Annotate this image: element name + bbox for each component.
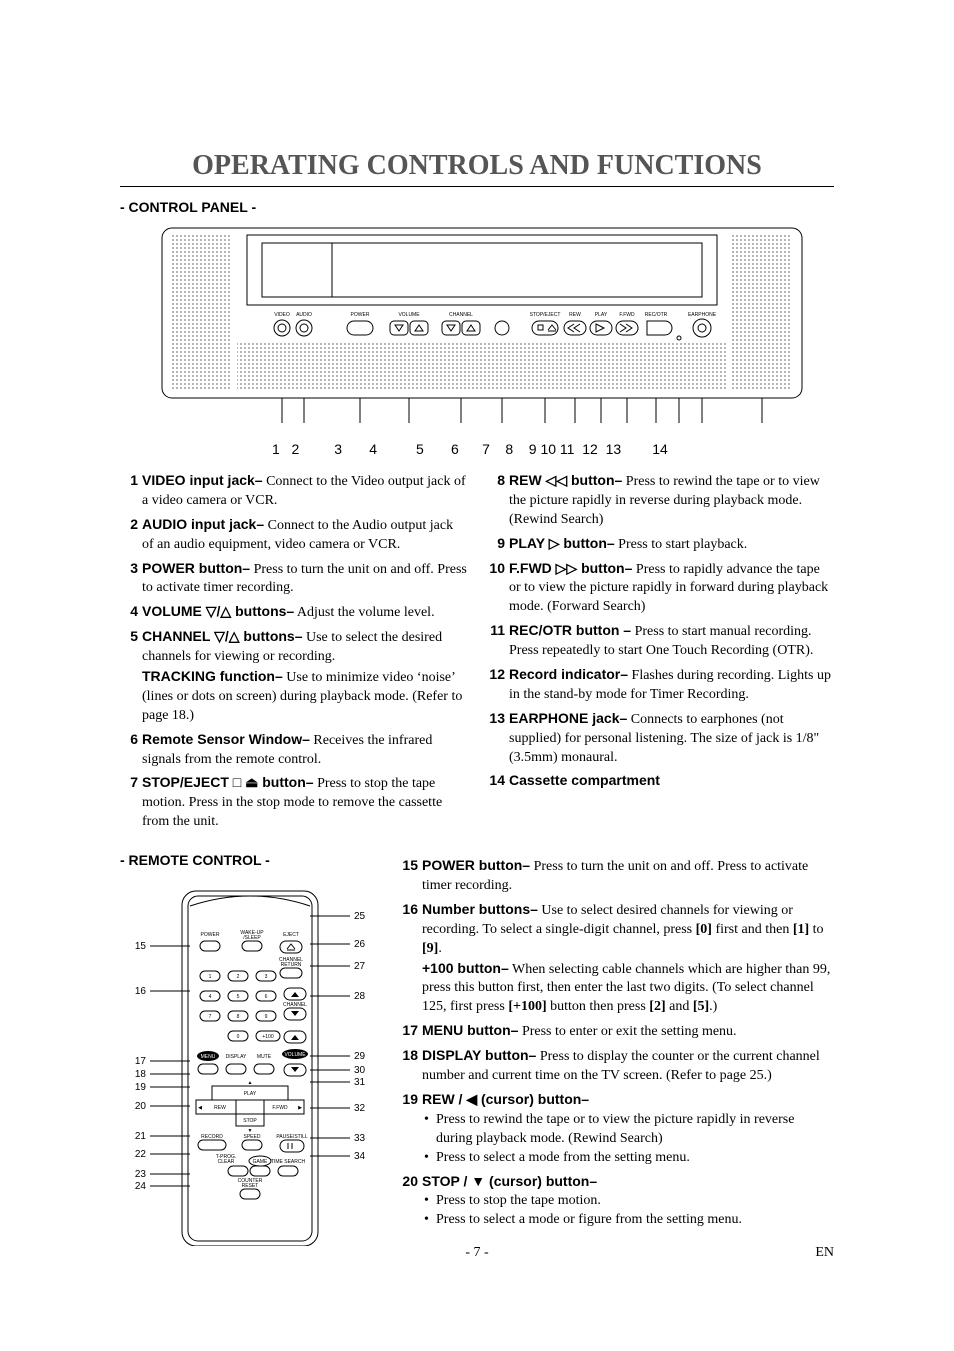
list-item: 15POWER button– Press to turn the unit o… bbox=[400, 856, 834, 896]
remote-heading: - REMOTE CONTROL - bbox=[120, 852, 380, 868]
svg-text:SPEED: SPEED bbox=[244, 1134, 261, 1140]
svg-text:STOP/EJECT: STOP/EJECT bbox=[530, 312, 561, 318]
svg-text:STOP: STOP bbox=[243, 1118, 257, 1124]
left-column: 1VIDEO input jack– Connect to the Video … bbox=[120, 471, 467, 836]
svg-text:VOLUME: VOLUME bbox=[398, 312, 420, 318]
svg-text:EARPHONE: EARPHONE bbox=[688, 312, 717, 318]
list-item: 1VIDEO input jack– Connect to the Video … bbox=[120, 471, 467, 511]
svg-text:27: 27 bbox=[354, 961, 366, 972]
svg-text:5: 5 bbox=[237, 994, 240, 1000]
page-number: - 7 - bbox=[0, 1245, 954, 1261]
panel-callout-numbers: 1 2 3 4 5 6 7 8 9 10 11 12 13 14 bbox=[272, 441, 834, 457]
list-item: 10F.FWD ▷▷ button– Press to rapidly adva… bbox=[487, 559, 834, 618]
list-item: 13EARPHONE jack– Connects to earphones (… bbox=[487, 709, 834, 768]
svg-text:26: 26 bbox=[354, 939, 366, 950]
page-title: OPERATING CONTROLS AND FUNCTIONS bbox=[120, 150, 834, 187]
svg-text:23: 23 bbox=[135, 1169, 147, 1180]
svg-text:REW: REW bbox=[569, 312, 581, 318]
svg-text:33: 33 bbox=[354, 1133, 366, 1144]
svg-text:EJECT: EJECT bbox=[283, 932, 299, 938]
list-item: 16Number buttons– Use to select desired … bbox=[400, 900, 834, 1017]
svg-text:7: 7 bbox=[209, 1014, 212, 1020]
control-panel-heading: - CONTROL PANEL - bbox=[120, 199, 834, 215]
control-panel-diagram: VIDEO AUDIO POWER VOLUME CHANNEL STOP/EJ… bbox=[132, 223, 822, 433]
svg-text:CHANNEL: CHANNEL bbox=[283, 1002, 307, 1008]
list-item: 20STOP / ▼ (cursor) button–Press to stop… bbox=[400, 1172, 834, 1231]
list-item: 3POWER button– Press to turn the unit on… bbox=[120, 559, 467, 599]
list-item: 17MENU button– Press to enter or exit th… bbox=[400, 1021, 834, 1042]
svg-text:REC/OTR: REC/OTR bbox=[645, 312, 668, 318]
svg-text:9: 9 bbox=[265, 1014, 268, 1020]
svg-text:20: 20 bbox=[135, 1101, 147, 1112]
svg-text:29: 29 bbox=[354, 1051, 366, 1062]
list-item: 2AUDIO input jack– Connect to the Audio … bbox=[120, 515, 467, 555]
svg-text:RESET: RESET bbox=[242, 1183, 259, 1189]
list-item: 9PLAY ▷ button– Press to start playback. bbox=[487, 534, 834, 555]
svg-text:3: 3 bbox=[265, 974, 268, 980]
svg-text:15: 15 bbox=[135, 941, 147, 952]
svg-text:25: 25 bbox=[354, 911, 366, 922]
svg-text:30: 30 bbox=[354, 1065, 366, 1076]
svg-text:+100: +100 bbox=[262, 1034, 273, 1040]
svg-text:CLEAR: CLEAR bbox=[218, 1159, 235, 1165]
svg-text:24: 24 bbox=[135, 1181, 147, 1192]
svg-text:AUDIO: AUDIO bbox=[296, 312, 312, 318]
svg-text:8: 8 bbox=[237, 1014, 240, 1020]
right-column: 8REW ◁◁ button– Press to rewind the tape… bbox=[487, 471, 834, 836]
page-lang: EN bbox=[815, 1245, 834, 1261]
svg-text:19: 19 bbox=[135, 1082, 147, 1093]
svg-text:F.FWD: F.FWD bbox=[619, 312, 635, 318]
svg-text:POWER: POWER bbox=[201, 932, 220, 938]
svg-text:1: 1 bbox=[209, 974, 212, 980]
svg-text:17: 17 bbox=[135, 1056, 147, 1067]
list-item: 5CHANNEL ▽/△ buttons– Use to select the … bbox=[120, 627, 467, 725]
svg-text:RETURN: RETURN bbox=[281, 962, 302, 968]
svg-text:TIME SEARCH: TIME SEARCH bbox=[271, 1159, 306, 1165]
svg-text:PAUSE/STILL: PAUSE/STILL bbox=[276, 1134, 308, 1140]
svg-text:16: 16 bbox=[135, 986, 147, 997]
svg-text:31: 31 bbox=[354, 1077, 366, 1088]
svg-text:▶: ▶ bbox=[298, 1105, 302, 1111]
svg-text:DISPLAY: DISPLAY bbox=[226, 1054, 247, 1060]
svg-text:MUTE: MUTE bbox=[257, 1054, 272, 1060]
svg-text:18: 18 bbox=[135, 1069, 147, 1080]
svg-text:MENU: MENU bbox=[201, 1054, 216, 1060]
list-item: 18DISPLAY button– Press to display the c… bbox=[400, 1046, 834, 1086]
svg-text:22: 22 bbox=[135, 1149, 147, 1160]
svg-text:32: 32 bbox=[354, 1103, 366, 1114]
svg-text:RECORD: RECORD bbox=[201, 1134, 223, 1140]
svg-text:4: 4 bbox=[209, 994, 212, 1000]
svg-text:0: 0 bbox=[237, 1034, 240, 1040]
svg-text:VIDEO: VIDEO bbox=[274, 312, 290, 318]
svg-text:F.FWD: F.FWD bbox=[272, 1105, 288, 1111]
remote-descriptions: 15POWER button– Press to turn the unit o… bbox=[400, 852, 834, 1251]
list-item: 12Record indicator– Flashes during recor… bbox=[487, 665, 834, 705]
list-item: 14Cassette compartment bbox=[487, 771, 834, 792]
svg-text:PLAY: PLAY bbox=[595, 312, 608, 318]
svg-text:▲: ▲ bbox=[248, 1080, 253, 1086]
svg-text:2: 2 bbox=[237, 974, 240, 980]
svg-text:POWER: POWER bbox=[351, 312, 370, 318]
svg-text:34: 34 bbox=[354, 1151, 366, 1162]
svg-text:◀: ◀ bbox=[198, 1105, 202, 1111]
list-item: 8REW ◁◁ button– Press to rewind the tape… bbox=[487, 471, 834, 530]
svg-text:GAME: GAME bbox=[253, 1159, 268, 1165]
list-item: 7STOP/EJECT □ ⏏ button– Press to stop th… bbox=[120, 773, 467, 832]
remote-diagram: 15161718192021222324 2526272829303132333… bbox=[120, 886, 380, 1246]
svg-text:/SLEEP: /SLEEP bbox=[243, 935, 261, 941]
list-item: 11REC/OTR button – Press to start manual… bbox=[487, 621, 834, 661]
svg-text:VOLUME: VOLUME bbox=[284, 1052, 306, 1058]
svg-text:REW: REW bbox=[214, 1105, 226, 1111]
svg-text:6: 6 bbox=[265, 994, 268, 1000]
list-item: 6Remote Sensor Window– Receives the infr… bbox=[120, 730, 467, 770]
svg-text:CHANNEL: CHANNEL bbox=[449, 312, 473, 318]
list-item: 19REW / ◀ (cursor) button–Press to rewin… bbox=[400, 1090, 834, 1168]
list-item: 4VOLUME ▽/△ buttons– Adjust the volume l… bbox=[120, 602, 467, 623]
svg-text:21: 21 bbox=[135, 1131, 147, 1142]
svg-text:PLAY: PLAY bbox=[244, 1091, 257, 1097]
svg-text:28: 28 bbox=[354, 991, 366, 1002]
